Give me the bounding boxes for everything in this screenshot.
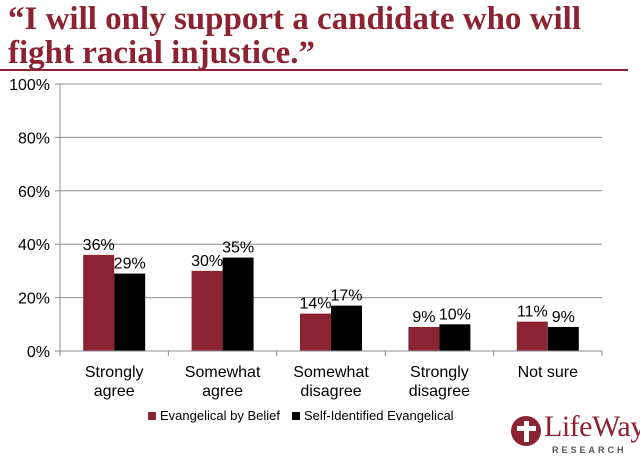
y-tick-label: 20%	[18, 291, 50, 308]
data-label: 17%	[330, 288, 362, 305]
grid-lines	[60, 83, 602, 299]
x-category-label: Not sure	[518, 364, 579, 381]
title-rule	[0, 69, 628, 71]
data-label: 11%	[517, 304, 548, 321]
data-label: 9%	[412, 309, 435, 326]
legend-label-belief: Evangelical by Belief	[160, 408, 280, 423]
y-tick-label: 40%	[18, 237, 50, 254]
legend-item-belief: Evangelical by Belief	[148, 408, 280, 423]
data-label: 29%	[114, 256, 146, 273]
lifeway-logo: LifeWay RESEARCH	[511, 410, 640, 455]
data-label: 36%	[83, 237, 115, 254]
x-category-label: Strongly	[410, 364, 469, 381]
bar-self-identified	[547, 326, 579, 351]
data-label: 30%	[191, 253, 223, 270]
x-category-label: disagree	[300, 383, 361, 400]
y-tick-label: 100%	[9, 77, 50, 94]
x-category-label: agree	[94, 383, 135, 400]
x-category-label: Somewhat	[185, 364, 261, 381]
x-category-label: Strongly	[85, 364, 144, 381]
bar-self-identified	[439, 324, 471, 351]
bar-self-identified	[114, 273, 146, 351]
bar-belief	[408, 326, 440, 351]
data-labels: 36%29% 30%35%14%17%9% 10% 11% 9%	[83, 237, 575, 326]
bar-self-identified	[331, 305, 362, 351]
bars	[83, 254, 579, 351]
x-category-label: Somewhat	[293, 364, 369, 381]
bar-belief	[300, 313, 331, 351]
logo-sub: RESEARCH	[552, 445, 627, 455]
legend: Evangelical by Belief Self-Identified Ev…	[148, 408, 466, 423]
lifeway-cross-icon	[511, 416, 541, 446]
y-axis: 0% 20% 40% 60% 80% 100%	[9, 77, 61, 361]
data-label: 35%	[222, 240, 254, 257]
legend-item-self-identified: Self-Identified Evangelical	[291, 408, 454, 423]
y-tick-label: 80%	[18, 130, 50, 147]
bar-belief	[191, 270, 223, 351]
legend-label-self-identified: Self-Identified Evangelical	[303, 408, 454, 423]
bar-belief	[516, 321, 548, 351]
logo-name: LifeWay	[544, 410, 640, 443]
legend-swatch-belief	[148, 411, 156, 420]
legend-swatch-self-identified	[291, 411, 300, 420]
data-label: 9%	[552, 309, 575, 326]
bar-belief	[83, 254, 115, 351]
chart-title: “I will only support a candidate who wil…	[8, 1, 582, 71]
x-category-label: agree	[202, 383, 243, 400]
bar-chart: 0%20%40%60%80%100% 36%29% 30%35%14%17%9% 1…	[9, 77, 603, 400]
y-tick-label: 0%	[27, 344, 50, 361]
x-axis: Strongly agree Somewhat agree Somewhat disagr…	[59, 350, 603, 400]
data-label: 10%	[439, 306, 471, 323]
x-category-label: disagree	[409, 383, 470, 400]
data-label: 14%	[299, 296, 331, 313]
y-tick-label: 60%	[18, 184, 50, 201]
bar-self-identified	[222, 257, 254, 351]
